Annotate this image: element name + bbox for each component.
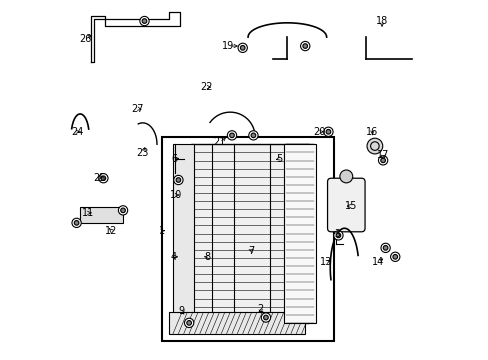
Bar: [190, 144, 308, 323]
Text: 15: 15: [344, 201, 356, 211]
Text: 4: 4: [170, 252, 177, 262]
Circle shape: [72, 218, 81, 228]
Circle shape: [390, 252, 399, 261]
Circle shape: [140, 17, 149, 26]
Text: 23: 23: [136, 148, 148, 158]
Circle shape: [238, 43, 247, 53]
Circle shape: [186, 320, 191, 325]
Circle shape: [263, 315, 268, 320]
Text: 7: 7: [248, 246, 254, 256]
Text: 11: 11: [82, 208, 94, 218]
Circle shape: [366, 138, 382, 154]
Circle shape: [101, 176, 105, 180]
Circle shape: [383, 246, 387, 250]
Bar: [80, 207, 123, 223]
Text: 8: 8: [204, 252, 210, 262]
Bar: [162, 137, 333, 341]
Circle shape: [118, 206, 127, 215]
Text: 10: 10: [169, 190, 182, 200]
Bar: [283, 144, 315, 323]
Text: 6: 6: [171, 154, 178, 163]
Text: 12: 12: [105, 226, 118, 236]
Circle shape: [227, 131, 236, 140]
Text: 20: 20: [313, 127, 325, 137]
Circle shape: [176, 178, 181, 182]
Circle shape: [378, 156, 387, 165]
Circle shape: [142, 19, 146, 23]
Circle shape: [261, 313, 270, 322]
Circle shape: [333, 231, 343, 240]
Circle shape: [302, 44, 307, 48]
Text: 16: 16: [366, 127, 378, 137]
Circle shape: [380, 158, 385, 163]
Circle shape: [184, 318, 193, 328]
Circle shape: [173, 175, 183, 185]
FancyBboxPatch shape: [327, 178, 365, 232]
Text: 9: 9: [178, 306, 184, 316]
Bar: [169, 312, 305, 334]
Circle shape: [380, 243, 389, 252]
Circle shape: [339, 170, 352, 183]
Text: 3: 3: [334, 229, 340, 239]
Text: 21: 21: [213, 138, 225, 148]
Text: 25: 25: [93, 173, 105, 183]
Text: 14: 14: [371, 257, 384, 267]
Circle shape: [251, 133, 255, 138]
Bar: [173, 144, 194, 323]
Circle shape: [99, 174, 108, 183]
Text: 1: 1: [158, 226, 164, 236]
Text: 17: 17: [376, 150, 388, 160]
Text: 5: 5: [276, 154, 282, 163]
Text: 13: 13: [319, 257, 331, 267]
Circle shape: [248, 131, 258, 140]
Text: 2: 2: [257, 303, 263, 314]
Circle shape: [229, 133, 234, 138]
Text: 27: 27: [131, 104, 143, 113]
Circle shape: [121, 208, 125, 213]
Text: 26: 26: [79, 34, 92, 44]
Circle shape: [325, 130, 330, 134]
Text: 24: 24: [71, 127, 83, 137]
Text: 19: 19: [222, 41, 234, 51]
Text: 22: 22: [200, 82, 212, 92]
Circle shape: [323, 127, 332, 136]
Circle shape: [392, 255, 397, 259]
Text: 18: 18: [375, 16, 387, 26]
Circle shape: [300, 41, 309, 51]
Circle shape: [335, 233, 340, 238]
Circle shape: [240, 45, 244, 50]
Circle shape: [74, 221, 79, 225]
